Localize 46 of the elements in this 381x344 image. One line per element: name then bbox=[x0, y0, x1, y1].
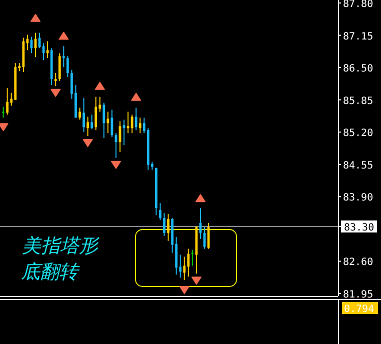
candlestick bbox=[82, 97, 85, 133]
ref-line-label: 83.30 bbox=[344, 222, 374, 234]
candlestick bbox=[163, 212, 166, 236]
candlestick bbox=[78, 107, 81, 120]
candlestick bbox=[183, 256, 186, 281]
candlestick bbox=[134, 107, 138, 131]
point bbox=[94, 82, 105, 90]
y-tick-label: 86.50 bbox=[343, 64, 374, 75]
candlestick bbox=[191, 249, 194, 266]
y-tick-label: 81.95 bbox=[343, 290, 374, 301]
point bbox=[131, 92, 142, 101]
candlestick bbox=[102, 102, 106, 139]
point bbox=[191, 276, 202, 285]
y-tick-label: 85.85 bbox=[343, 96, 374, 107]
point bbox=[30, 14, 40, 22]
annotation: 底翻转 bbox=[21, 261, 80, 283]
point bbox=[82, 139, 93, 148]
annotation: 美指塔形 bbox=[22, 235, 100, 257]
candlestick bbox=[58, 52, 61, 82]
y-tick-label: 87.15 bbox=[343, 31, 374, 42]
y-tick-label: 85.20 bbox=[343, 128, 374, 140]
candlestick bbox=[106, 111, 110, 134]
candlestick bbox=[110, 109, 114, 138]
point bbox=[50, 88, 61, 97]
candlestick bbox=[159, 202, 162, 221]
candlestick bbox=[66, 56, 69, 78]
candlestick bbox=[54, 72, 57, 86]
candlestick bbox=[46, 40, 49, 59]
point bbox=[110, 160, 121, 169]
y-tick-label: 82.60 bbox=[343, 257, 374, 268]
point bbox=[195, 194, 206, 202]
y-tick-label: 84.55 bbox=[343, 160, 374, 172]
point bbox=[58, 32, 69, 40]
candlestick bbox=[187, 248, 190, 278]
candlestick bbox=[6, 87, 9, 116]
candlestick bbox=[94, 96, 98, 131]
candlestick bbox=[130, 114, 134, 134]
candlestick bbox=[86, 116, 90, 137]
candlestick bbox=[62, 46, 65, 68]
candlestick bbox=[138, 117, 142, 134]
candlestick bbox=[2, 106, 5, 118]
point bbox=[179, 286, 190, 294]
text: 0.794 bbox=[344, 304, 374, 315]
candlestick bbox=[90, 114, 94, 130]
candlestick bbox=[167, 214, 170, 242]
y-tick-label: 83.90 bbox=[343, 192, 374, 204]
